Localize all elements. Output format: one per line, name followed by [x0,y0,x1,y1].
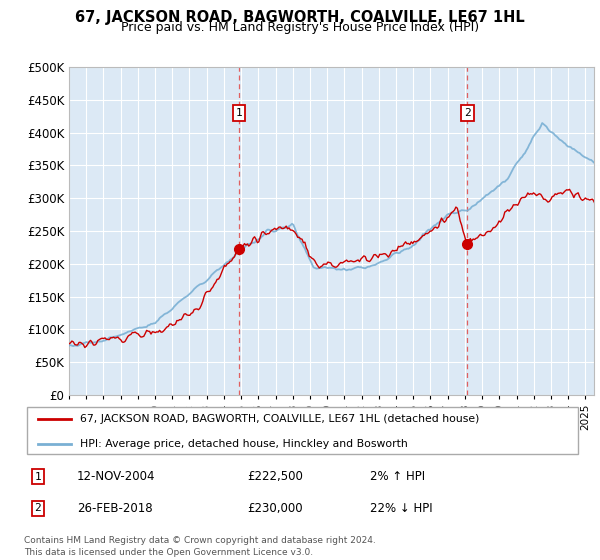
FancyBboxPatch shape [27,407,578,454]
Text: HPI: Average price, detached house, Hinckley and Bosworth: HPI: Average price, detached house, Hinc… [80,438,407,449]
Text: Contains HM Land Registry data © Crown copyright and database right 2024.
This d: Contains HM Land Registry data © Crown c… [24,536,376,557]
Text: 2% ↑ HPI: 2% ↑ HPI [370,470,425,483]
Text: 2: 2 [35,503,41,514]
Text: £230,000: £230,000 [247,502,303,515]
Text: 1: 1 [35,472,41,482]
Text: 2: 2 [464,108,471,118]
Text: 67, JACKSON ROAD, BAGWORTH, COALVILLE, LE67 1HL: 67, JACKSON ROAD, BAGWORTH, COALVILLE, L… [75,10,525,25]
Text: 67, JACKSON ROAD, BAGWORTH, COALVILLE, LE67 1HL (detached house): 67, JACKSON ROAD, BAGWORTH, COALVILLE, L… [80,414,479,424]
Text: Price paid vs. HM Land Registry's House Price Index (HPI): Price paid vs. HM Land Registry's House … [121,21,479,34]
Text: 1: 1 [236,108,242,118]
Text: 22% ↓ HPI: 22% ↓ HPI [370,502,433,515]
Text: 26-FEB-2018: 26-FEB-2018 [77,502,152,515]
Text: £222,500: £222,500 [247,470,303,483]
Text: 12-NOV-2004: 12-NOV-2004 [77,470,155,483]
